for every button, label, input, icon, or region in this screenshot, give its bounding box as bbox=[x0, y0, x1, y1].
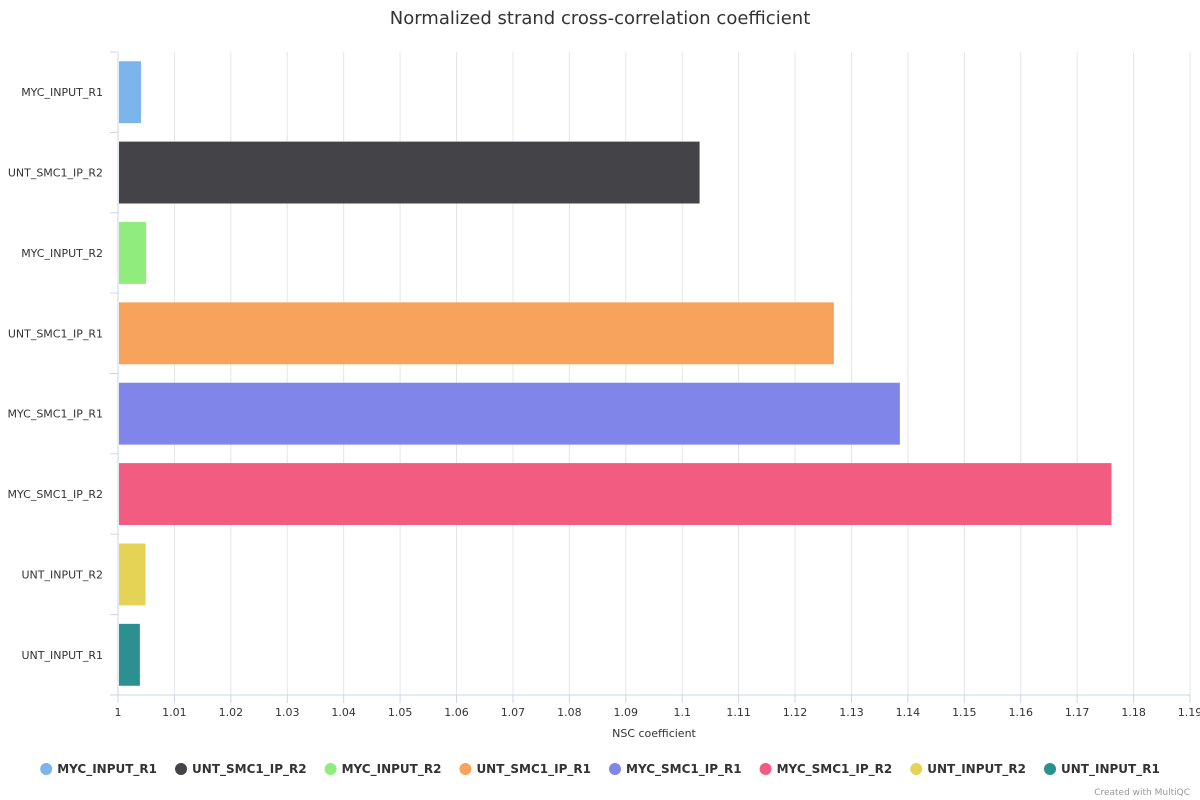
legend-item: UNT_SMC1_IP_R1 bbox=[459, 762, 591, 777]
x-tick-label: 1 bbox=[115, 706, 122, 719]
legend-label: UNT_INPUT_R1 bbox=[1061, 762, 1160, 777]
legend-item: MYC_INPUT_R1 bbox=[40, 762, 157, 777]
x-tick-label: 1.14 bbox=[896, 706, 921, 719]
x-tick-label: 1.16 bbox=[1008, 706, 1033, 719]
bar-myc-smc1-ip-r1 bbox=[119, 382, 900, 445]
chart-title: Normalized strand cross-correlation coef… bbox=[390, 8, 811, 29]
x-tick-label: 1.17 bbox=[1065, 706, 1090, 719]
category-label: MYC_SMC1_IP_R2 bbox=[8, 488, 103, 501]
bars bbox=[119, 61, 1112, 686]
x-tick-label: 1.08 bbox=[557, 706, 582, 719]
bar-myc-input-r2 bbox=[119, 221, 147, 284]
x-tick-label: 1.19 bbox=[1178, 706, 1200, 719]
legend-marker bbox=[1044, 763, 1057, 775]
x-tick-label: 1.03 bbox=[275, 706, 300, 719]
legend-marker bbox=[459, 763, 472, 775]
x-tick-label: 1.18 bbox=[1121, 706, 1146, 719]
legend-label: MYC_SMC1_IP_R1 bbox=[626, 762, 742, 777]
x-tick-label: 1.11 bbox=[726, 706, 751, 719]
bar-unt-input-r1 bbox=[119, 623, 140, 686]
legend-item: MYC_SMC1_IP_R1 bbox=[609, 762, 742, 777]
legend-item: MYC_INPUT_R2 bbox=[324, 762, 442, 777]
x-tick-label: 1.12 bbox=[783, 706, 808, 719]
x-tick-label: 1.09 bbox=[614, 706, 639, 719]
bar-myc-input-r1 bbox=[119, 61, 142, 124]
category-label: MYC_SMC1_IP_R1 bbox=[8, 408, 103, 421]
x-tick-label: 1.04 bbox=[331, 706, 356, 719]
bar-unt-smc1-ip-r2 bbox=[119, 141, 700, 204]
category-label: UNT_SMC1_IP_R1 bbox=[8, 327, 103, 340]
category-label: MYC_INPUT_R2 bbox=[21, 247, 103, 260]
legend-marker bbox=[175, 763, 188, 775]
x-tick-label: 1.06 bbox=[444, 706, 469, 719]
legend-label: UNT_INPUT_R2 bbox=[927, 762, 1026, 777]
category-label: MYC_INPUT_R1 bbox=[21, 86, 103, 99]
legend-item: MYC_SMC1_IP_R2 bbox=[759, 762, 893, 777]
legend-marker bbox=[910, 763, 923, 775]
legend-marker bbox=[40, 763, 53, 775]
legend: MYC_INPUT_R1 UNT_SMC1_IP_R2 MYC_INPUT_R2 UN… bbox=[40, 762, 1160, 777]
x-tick-label: 1.15 bbox=[952, 706, 977, 719]
bar-myc-smc1-ip-r2 bbox=[119, 463, 1112, 526]
category-label: UNT_INPUT_R1 bbox=[21, 649, 103, 662]
legend-item: UNT_INPUT_R2 bbox=[910, 762, 1026, 777]
category-labels: MYC_INPUT_R1 UNT_SMC1_IP_R2 MYC_INPUT_R2 UN… bbox=[8, 51, 118, 696]
legend-label: UNT_SMC1_IP_R2 bbox=[192, 762, 307, 777]
x-tick-label: 1.01 bbox=[162, 706, 187, 719]
x-tick-label: 1.02 bbox=[219, 706, 244, 719]
legend-item: UNT_INPUT_R1 bbox=[1044, 762, 1160, 777]
credit-text: Created with MultiQC bbox=[1094, 788, 1190, 798]
x-axis-ticks: 1 1.01 1.02 1.03 1.04 1.05 1.06 1.07 1.08 1.09 1.1… bbox=[115, 52, 1200, 719]
legend-marker bbox=[324, 763, 337, 775]
legend-label: MYC_INPUT_R1 bbox=[57, 762, 157, 777]
x-tick-label: 1.07 bbox=[501, 706, 526, 719]
legend-label: UNT_SMC1_IP_R1 bbox=[476, 762, 591, 777]
x-axis-title: NSC coefficient bbox=[612, 727, 696, 740]
legend-item: UNT_SMC1_IP_R2 bbox=[175, 762, 307, 777]
x-tick-label: 1.1 bbox=[673, 706, 691, 719]
category-label: UNT_INPUT_R2 bbox=[21, 568, 103, 581]
bar-unt-smc1-ip-r1 bbox=[119, 302, 834, 365]
legend-label: MYC_SMC1_IP_R2 bbox=[777, 762, 893, 777]
legend-marker bbox=[759, 763, 772, 775]
x-tick-label: 1.13 bbox=[839, 706, 864, 719]
legend-label: MYC_INPUT_R2 bbox=[342, 762, 442, 777]
x-tick-label: 1.05 bbox=[388, 706, 413, 719]
legend-marker bbox=[609, 763, 621, 775]
category-label: UNT_SMC1_IP_R2 bbox=[8, 167, 103, 180]
bar-unt-input-r2 bbox=[119, 543, 146, 606]
